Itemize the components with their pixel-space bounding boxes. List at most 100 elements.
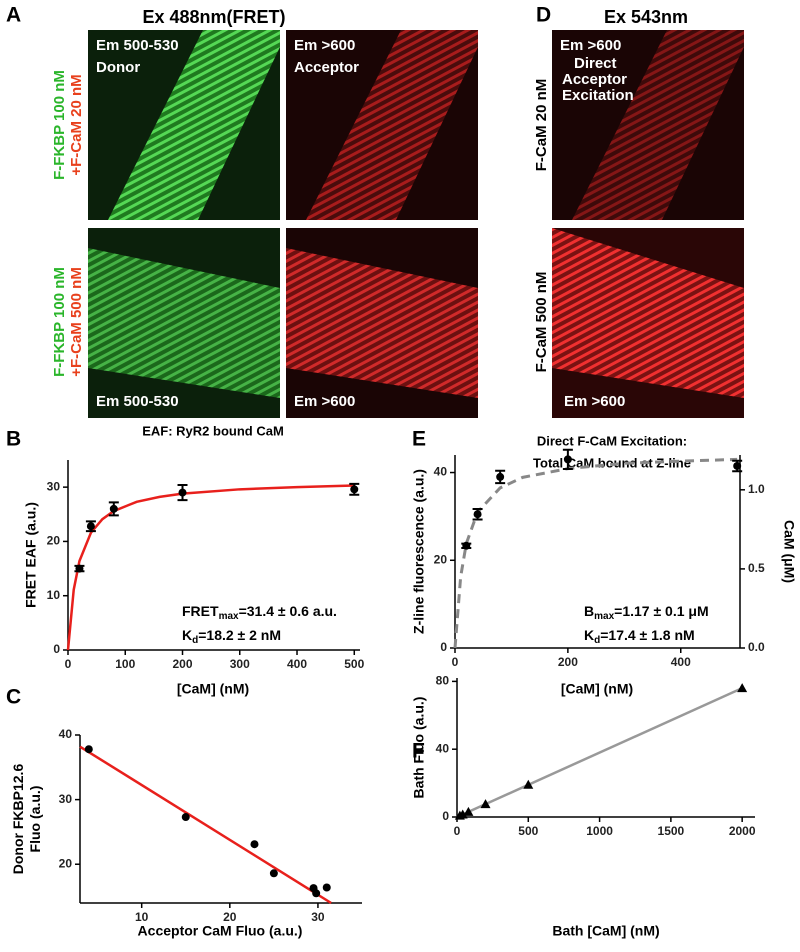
- y2-tick-label: 1.0: [748, 482, 765, 496]
- y-tick-label: 0: [442, 809, 449, 823]
- panel-letter: C: [6, 686, 21, 709]
- image-label: Direct: [574, 55, 617, 72]
- image-label: Em >600: [294, 393, 355, 410]
- micrograph: Em 500-530 Donor: [88, 30, 280, 220]
- y-tick-label: 40: [436, 741, 450, 755]
- image-label: Acceptor: [294, 59, 359, 76]
- y-axis-title: Z-line fluorescence (a.u.): [411, 469, 427, 634]
- row-label: F-FKBP 100 nM: [51, 267, 68, 377]
- row-label: +F-CaM 500 nM: [68, 267, 85, 377]
- image-label: Em >600: [560, 37, 621, 54]
- y-tick-label: 80: [436, 674, 450, 688]
- annotation-part: B: [584, 603, 594, 619]
- annotation-part: =31.4 ± 0.6 a.u.: [239, 603, 337, 619]
- x-axis-title: Bath [CaM] (nM): [552, 923, 659, 939]
- chart-title: Direct F-CaM Excitation:: [537, 433, 687, 448]
- panel-letter: A: [6, 4, 21, 27]
- chart-title: Total CaM bound at Z-line: [533, 455, 691, 470]
- micrograph: Em >600 Direct Acceptor Excitation: [552, 30, 744, 220]
- y-axis-title: Bath Fluo (a.u.): [411, 697, 427, 799]
- fit-line: [456, 687, 743, 819]
- x-axis-title: Acceptor CaM Fluo (a.u.): [138, 923, 303, 939]
- annotation-part: =1.17 ± 0.1 μM: [614, 603, 708, 619]
- x-tick-label: 1000: [586, 824, 613, 838]
- panel-title: Ex 488nm(FRET): [142, 7, 285, 27]
- y-tick-label: 10: [47, 588, 61, 602]
- y-tick-label: 20: [59, 856, 73, 870]
- data-point: [75, 564, 84, 573]
- y-axis-title: Fluo (a.u.): [27, 786, 43, 853]
- image-label: Donor: [96, 59, 140, 76]
- x-tick-label: 500: [344, 657, 364, 671]
- x-axis-title: [CaM] (nM): [561, 681, 633, 697]
- data-point: [312, 889, 321, 898]
- y2-axis-title: CaM (μM): [781, 520, 797, 583]
- x-tick-label: 400: [287, 657, 307, 671]
- data-point: [350, 485, 359, 494]
- x-tick-label: 0: [65, 657, 72, 671]
- data-point: [86, 522, 95, 531]
- y-axis-title: FRET EAF (a.u.): [23, 502, 39, 608]
- x-tick-label: 2000: [729, 824, 756, 838]
- micrograph: Em >600 Acceptor: [286, 30, 478, 220]
- y-tick-label: 20: [47, 534, 61, 548]
- annotation: FRETmax=31.4 ± 0.6 a.u.: [182, 603, 337, 622]
- x-tick-label: 20: [223, 910, 237, 924]
- image-label: Excitation: [562, 87, 634, 104]
- row-label: F-CaM 20 nM: [533, 79, 550, 172]
- annotation: Bmax=1.17 ± 0.1 μM: [584, 603, 709, 622]
- annotation: Kd=18.2 ± 2 nM: [182, 627, 281, 646]
- annotation-part: =18.2 ± 2 nM: [198, 627, 281, 643]
- data-point: [523, 779, 534, 789]
- micrograph: Em >600: [552, 228, 744, 418]
- data-point: [563, 455, 572, 464]
- x-tick-label: 400: [671, 655, 691, 669]
- annotation-part: =17.4 ± 1.8 nM: [600, 627, 694, 643]
- annotation-part: K: [182, 627, 192, 643]
- annotation-part: FRET: [182, 603, 219, 619]
- y-tick-label: 40: [434, 465, 448, 479]
- annotation-sub: d: [594, 635, 600, 646]
- x-axis-title: [CaM] (nM): [177, 681, 249, 697]
- x-tick-label: 100: [115, 657, 135, 671]
- data-point: [737, 683, 748, 693]
- annotation-sub: max: [219, 611, 239, 622]
- y-tick-label: 0: [440, 640, 447, 654]
- micrograph: Em 500-530: [88, 228, 280, 418]
- data-point: [109, 504, 118, 513]
- y-tick-label: 30: [59, 792, 73, 806]
- fit-line: [453, 457, 738, 649]
- micrograph: Em >600: [286, 228, 478, 418]
- y-axis-title: Donor FKBP12.6: [10, 764, 26, 875]
- y-tick-label: 0: [53, 642, 60, 656]
- annotation-sub: d: [192, 635, 198, 646]
- x-tick-label: 500: [518, 824, 538, 838]
- y-tick-label: 30: [47, 479, 61, 493]
- data-point: [269, 869, 278, 878]
- chart-title: EAF: RyR2 bound CaM: [142, 423, 284, 438]
- data-point: [480, 799, 491, 809]
- data-point: [250, 840, 259, 849]
- image-label: Em 500-530: [96, 393, 179, 410]
- annotation-sub: max: [594, 611, 614, 622]
- panel-letter: E: [412, 428, 426, 451]
- row-label: +F-CaM 20 nM: [68, 74, 85, 175]
- x-tick-label: 0: [452, 655, 459, 669]
- data-point: [457, 809, 468, 819]
- x-tick-label: 1500: [658, 824, 685, 838]
- panel-letter: F: [412, 740, 425, 763]
- x-tick-label: 30: [311, 910, 325, 924]
- data-point: [322, 883, 331, 892]
- panel-title: Ex 543nm: [604, 7, 688, 27]
- x-tick-label: 200: [172, 657, 192, 671]
- image-label: Em 500-530: [96, 37, 179, 54]
- annotation-part: K: [584, 627, 594, 643]
- row-label: F-FKBP 100 nM: [51, 70, 68, 180]
- data-point: [733, 461, 742, 470]
- y2-tick-label: 0.0: [748, 640, 765, 654]
- annotation: Kd=17.4 ± 1.8 nM: [584, 627, 695, 646]
- panel-letter: B: [6, 428, 21, 451]
- y2-tick-label: 0.5: [748, 561, 765, 575]
- x-tick-label: 200: [558, 655, 578, 669]
- fit-line: [79, 745, 332, 905]
